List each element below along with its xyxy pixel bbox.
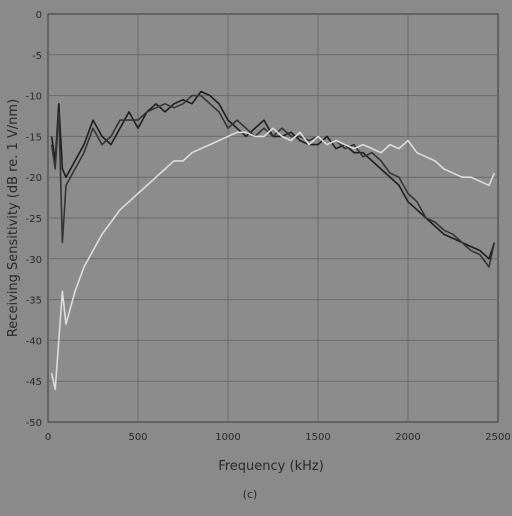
y-tick-label: -10: [26, 92, 42, 103]
y-tick-label: -25: [26, 214, 42, 225]
y-tick-label: -15: [26, 132, 42, 143]
x-tick-label: 2000: [395, 432, 420, 443]
y-tick-label: -45: [26, 377, 42, 388]
y-tick-label: 0: [36, 10, 42, 21]
grid-lines: [48, 14, 498, 422]
y-tick-label: -35: [26, 296, 42, 307]
tick-labels: 0 500 1000 1500 2000 2500 0 -5 -10 -15 -20 -25 -30 -3…: [26, 10, 511, 443]
y-tick-label: -50: [26, 418, 42, 429]
figure-caption: (c): [243, 488, 258, 501]
series-layer: [50, 90, 496, 391]
x-axis-label: Frequency (kHz): [218, 459, 324, 474]
series-line-1: [50, 90, 496, 260]
x-tick-label: 2500: [485, 432, 510, 443]
x-tick-label: 1500: [305, 432, 330, 443]
series-line-3: [50, 127, 496, 391]
series-line-2: [50, 94, 496, 268]
y-tick-label: -40: [26, 336, 42, 347]
y-axis-label: Receiving Sensitivity (dB re. 1 V/nm): [6, 99, 21, 337]
y-tick-label: -20: [26, 173, 42, 184]
x-tick-label: 0: [45, 432, 51, 443]
x-tick-label: 500: [128, 432, 147, 443]
y-tick-label: -30: [26, 255, 42, 266]
x-tick-label: 1000: [215, 432, 240, 443]
y-tick-label: -5: [32, 51, 42, 62]
